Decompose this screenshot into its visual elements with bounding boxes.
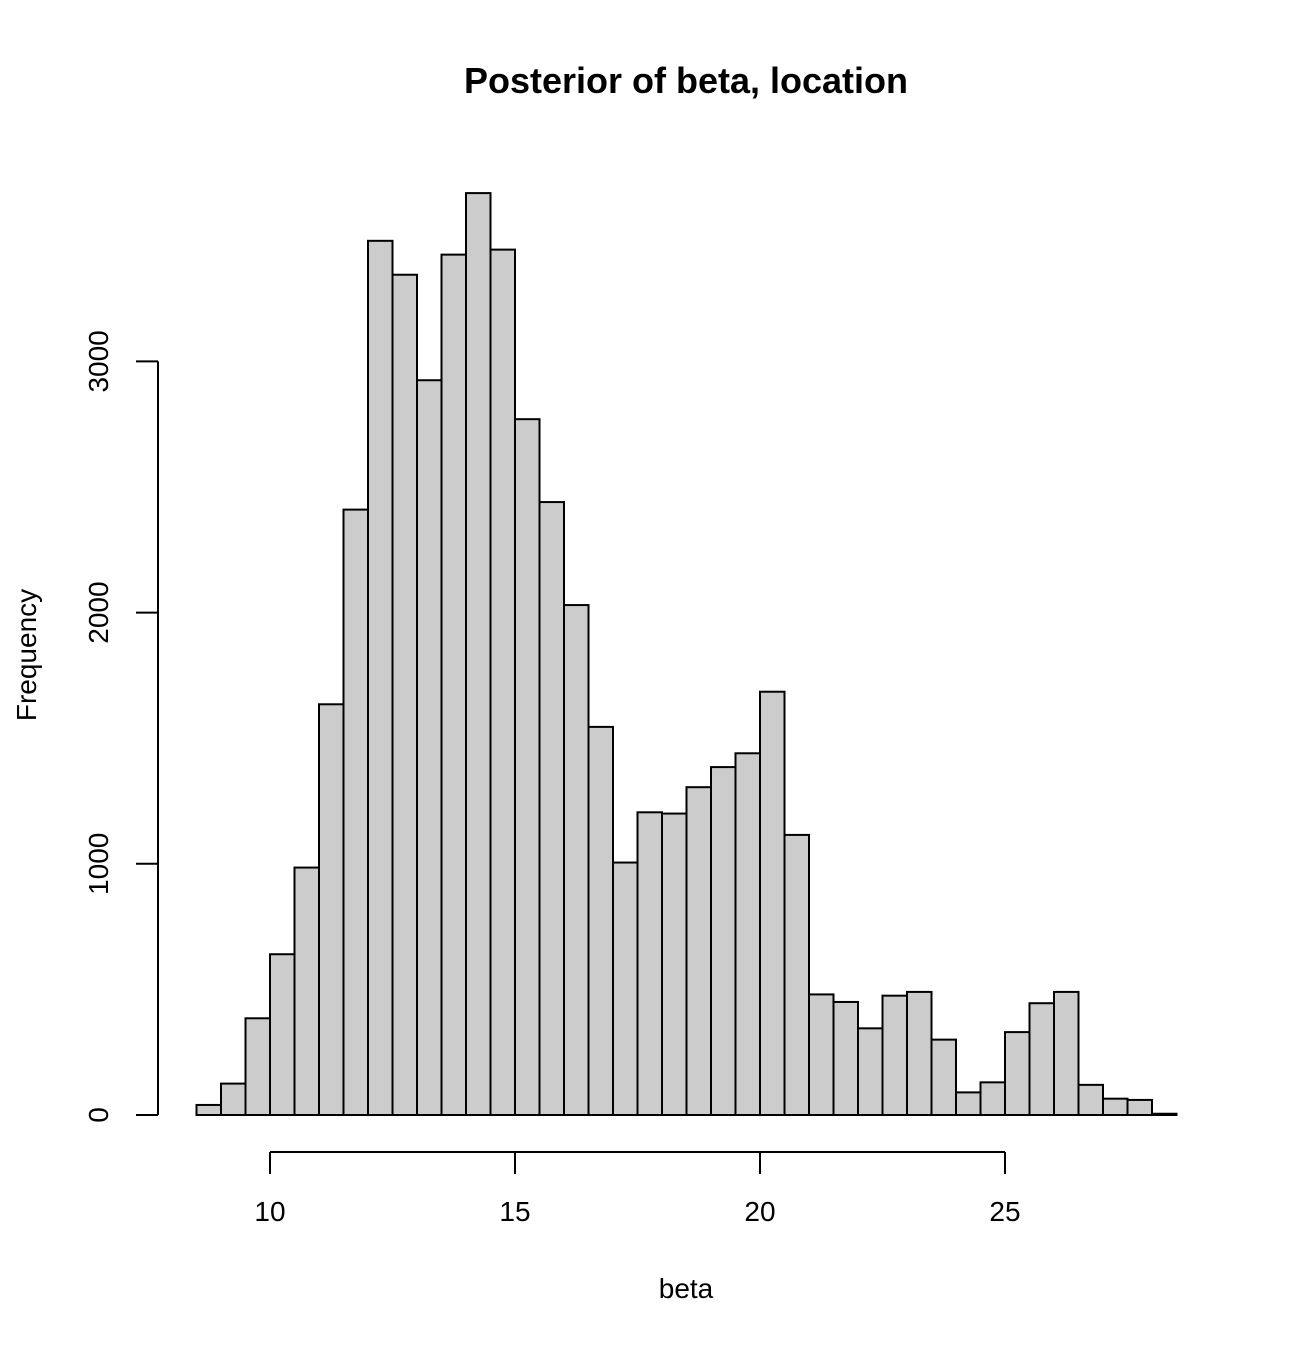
bars-group: [195, 192, 1178, 1117]
y-axis-label: Frequency: [11, 589, 42, 721]
histogram-bar: [367, 239, 394, 1117]
histogram-bar: [808, 993, 835, 1117]
histogram-bar: [1028, 1002, 1055, 1116]
y-axis: 0 1000 2000 3000: [83, 330, 159, 1123]
x-tick-label: 20: [744, 1196, 775, 1227]
histogram-bar: [244, 1017, 271, 1117]
y-tick-label: 2000: [83, 581, 114, 643]
histogram-bar: [416, 379, 443, 1116]
histogram-bar: [857, 1027, 884, 1117]
histogram-bar: [612, 861, 639, 1116]
histogram-bar: [587, 725, 614, 1116]
histogram-bar: [906, 990, 933, 1116]
x-axis-label: beta: [659, 1273, 714, 1304]
histogram-bar: [195, 1103, 222, 1117]
x-tick-label: 25: [989, 1196, 1020, 1227]
histogram-bar: [318, 703, 345, 1117]
x-tick-label: 15: [499, 1196, 530, 1227]
histogram-bar: [734, 752, 761, 1116]
histogram-bar: [783, 833, 810, 1116]
histogram-bar: [1004, 1031, 1031, 1116]
histogram-bar: [685, 786, 712, 1117]
histogram-bar: [661, 812, 688, 1116]
y-tick-label: 3000: [83, 330, 114, 392]
histogram-bar: [563, 604, 590, 1117]
histogram-bar: [710, 766, 737, 1116]
histogram-bar: [269, 953, 296, 1116]
histogram-bar: [342, 508, 369, 1117]
histogram-bar: [1077, 1083, 1104, 1116]
histogram-bar: [636, 811, 663, 1117]
histogram-bar: [1126, 1098, 1153, 1116]
histogram-bar: [930, 1038, 957, 1117]
histogram-bar: [759, 690, 786, 1117]
histogram-bar: [440, 253, 467, 1116]
histogram-bar: [1102, 1097, 1129, 1116]
histogram-bar: [1151, 1112, 1178, 1117]
y-tick-label: 1000: [83, 833, 114, 895]
y-tick-label: 0: [83, 1107, 114, 1123]
histogram-bar: [955, 1091, 982, 1116]
histogram-bar: [391, 273, 418, 1116]
x-tick-label: 10: [254, 1196, 285, 1227]
histogram-bar: [293, 866, 320, 1116]
histogram-bar: [881, 994, 908, 1116]
histogram-bar: [220, 1082, 247, 1116]
histogram-bar: [832, 1000, 859, 1117]
histogram-bar: [514, 418, 541, 1116]
chart-title: Posterior of beta, location: [464, 60, 908, 101]
x-axis: 10 15 20 25: [254, 1151, 1021, 1227]
histogram-bar: [465, 192, 492, 1116]
histogram-bar: [979, 1081, 1006, 1116]
histogram-bar: [538, 501, 565, 1116]
histogram-bar: [489, 248, 516, 1116]
histogram-bar: [1053, 990, 1080, 1116]
